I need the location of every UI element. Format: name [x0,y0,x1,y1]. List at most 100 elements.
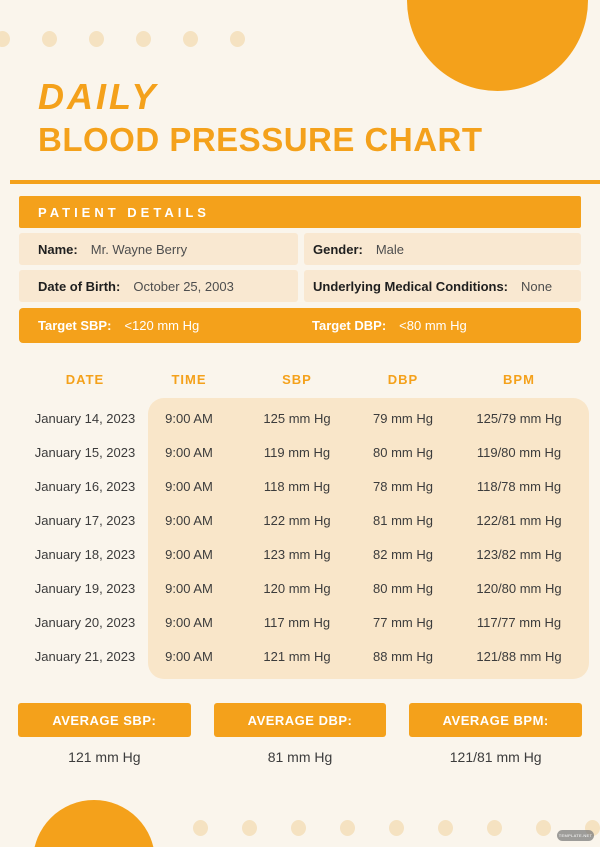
dot-icon [42,31,57,47]
name-value: Mr. Wayne Berry [90,241,188,257]
dot-icon [193,820,208,836]
conditions-label: Underlying Medical Conditions: [313,278,509,294]
cell-bpm: 118/78 mm Hg [476,478,562,494]
table-row: January 19, 2023 9:00 AM 120 mm Hg 80 mm… [20,571,586,605]
table-row: January 21, 2023 9:00 AM 121 mm Hg 88 mm… [20,639,586,673]
target-sbp-value: <120 mm Hg [124,318,200,333]
cell-time: 9:00 AM [165,580,213,596]
cell-bpm: 120/80 mm Hg [476,580,562,596]
cell-dbp: 81 mm Hg [373,512,433,528]
cell-bpm: 121/88 mm Hg [476,648,562,664]
average-dbp: AVERAGE DBP: 81 mm Hg [213,703,387,765]
dot-icon [230,31,245,47]
target-sbp-label: Target SBP: [38,318,112,333]
average-dbp-label: AVERAGE DBP: [213,703,387,737]
cell-time: 9:00 AM [165,410,213,426]
cell-time: 9:00 AM [165,546,213,562]
dob-label: Date of Birth: [38,278,121,294]
cell-bpm: 122/81 mm Hg [476,512,562,528]
target-bar: Target SBP: <120 mm Hg Target DBP: <80 m… [19,308,581,343]
cell-sbp: 121 mm Hg [263,648,331,664]
cell-sbp: 122 mm Hg [263,512,331,528]
column-header-dbp: DBP [387,372,419,387]
watermark-badge: TEMPLATE.NET [557,830,594,841]
cell-sbp: 123 mm Hg [263,546,331,562]
cell-time: 9:00 AM [165,444,213,460]
decor-dots-bottom [193,820,600,836]
dot-icon [536,820,551,836]
cell-date: January 15, 2023 [34,444,136,460]
table-row: January 15, 2023 9:00 AM 119 mm Hg 80 mm… [20,435,586,469]
target-sbp-field: Target SBP: <120 mm Hg [19,318,300,333]
table-body: January 14, 2023 9:00 AM 125 mm Hg 79 mm… [20,401,586,673]
dot-icon [340,820,355,836]
dot-icon [0,31,10,47]
dot-icon [89,31,104,47]
dob-value: October 25, 2003 [133,278,234,294]
cell-dbp: 79 mm Hg [373,410,433,426]
cell-dbp: 82 mm Hg [373,546,433,562]
cell-sbp: 120 mm Hg [263,580,331,596]
average-bpm-value: 121/81 mm Hg [449,749,542,765]
averages-section: AVERAGE SBP: 121 mm Hg AVERAGE DBP: 81 m… [18,703,583,765]
cell-dbp: 80 mm Hg [373,580,433,596]
average-sbp-value: 121 mm Hg [68,749,141,765]
name-label: Name: [38,241,78,257]
cell-date: January 19, 2023 [34,580,136,596]
cell-bpm: 117/77 mm Hg [476,614,562,630]
dot-icon [487,820,502,836]
cell-dbp: 78 mm Hg [373,478,433,494]
dot-icon [183,31,198,47]
column-header-time: TIME [171,372,207,387]
column-header-bpm: BPM [503,372,535,387]
page-title-line2: BLOOD PRESSURE CHART [38,121,483,158]
cell-sbp: 117 mm Hg [263,614,331,630]
gender-label: Gender: [313,241,363,257]
average-sbp-label: AVERAGE SBP: [18,703,191,737]
patient-details-row-1: Name: Mr. Wayne Berry Gender: Male [19,233,581,265]
table-row: January 17, 2023 9:00 AM 122 mm Hg 81 mm… [20,503,586,537]
table-header-row: DATE TIME SBP DBP BPM [20,372,586,387]
cell-time: 9:00 AM [165,648,213,664]
cell-date: January 18, 2023 [34,546,136,562]
name-field: Name: Mr. Wayne Berry [19,233,298,265]
cell-time: 9:00 AM [165,614,213,630]
cell-dbp: 77 mm Hg [373,614,433,630]
table-row: January 16, 2023 9:00 AM 118 mm Hg 78 mm… [20,469,586,503]
cell-date: January 20, 2023 [34,614,136,630]
dot-icon [389,820,404,836]
table-row: January 14, 2023 9:00 AM 125 mm Hg 79 mm… [20,401,586,435]
target-dbp-value: <80 mm Hg [399,318,467,333]
conditions-value: None [521,278,553,294]
table-row: January 20, 2023 9:00 AM 117 mm Hg 77 mm… [20,605,586,639]
cell-date: January 16, 2023 [34,478,136,494]
cell-date: January 21, 2023 [34,648,136,664]
target-dbp-label: Target DBP: [312,318,387,333]
readings-panel [148,398,589,679]
decor-circle-bottom-left [33,800,155,847]
dot-icon [242,820,257,836]
dot-icon [136,31,151,47]
table-row: January 18, 2023 9:00 AM 123 mm Hg 82 mm… [20,537,586,571]
dot-icon [438,820,453,836]
page-title-line1: DAILY [38,76,159,117]
cell-dbp: 88 mm Hg [373,648,433,664]
dot-icon [291,820,306,836]
patient-details-heading: PATIENT DETAILS [19,196,581,228]
gender-field: Gender: Male [304,233,581,265]
target-dbp-field: Target DBP: <80 mm Hg [300,318,581,333]
cell-sbp: 119 mm Hg [263,444,331,460]
average-bpm: AVERAGE BPM: 121/81 mm Hg [409,703,583,765]
column-header-sbp: SBP [282,372,312,387]
cell-date: January 17, 2023 [34,512,136,528]
cell-sbp: 118 mm Hg [263,478,331,494]
cell-bpm: 125/79 mm Hg [476,410,562,426]
average-sbp: AVERAGE SBP: 121 mm Hg [18,703,191,765]
decor-dots-top [0,31,245,47]
decor-circle-top-right [407,0,588,91]
patient-details-row-2: Date of Birth: October 25, 2003 Underlyi… [19,270,581,302]
cell-time: 9:00 AM [165,478,213,494]
cell-time: 9:00 AM [165,512,213,528]
patient-details-section: PATIENT DETAILS Name: Mr. Wayne Berry Ge… [19,196,581,343]
